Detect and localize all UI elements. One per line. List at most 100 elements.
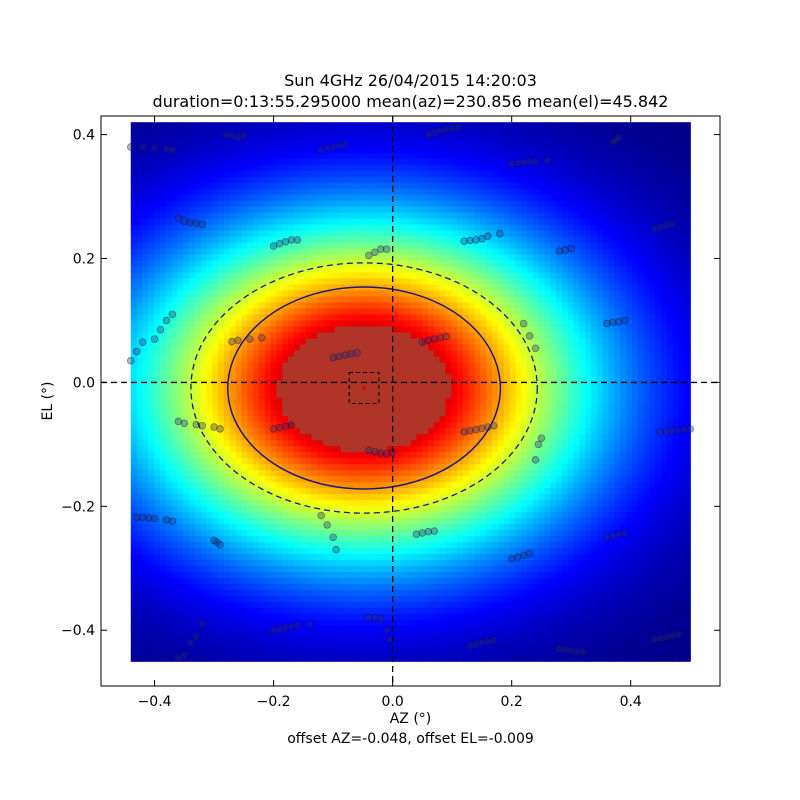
heatmap-cell — [229, 535, 237, 543]
heatmap-cell — [398, 529, 406, 537]
heatmap-cell — [293, 649, 301, 656]
heatmap-cell — [328, 325, 336, 333]
heatmap-cell — [194, 601, 202, 608]
heatmap-cell — [451, 601, 458, 608]
heatmap-cell — [293, 206, 301, 213]
heatmap-cell — [393, 655, 400, 662]
heatmap-cell — [212, 511, 219, 519]
heatmap-cell — [317, 224, 324, 231]
heatmap-cell — [200, 212, 208, 219]
heatmap-cell — [276, 331, 283, 339]
heatmap-cell — [130, 601, 138, 608]
heatmap-cell — [229, 176, 237, 183]
heatmap-cell — [340, 595, 347, 602]
heatmap-cell — [282, 224, 289, 231]
heatmap-cell — [393, 277, 400, 285]
heatmap-cell — [235, 355, 243, 363]
heatmap-cell — [276, 176, 283, 183]
heatmap-cell — [177, 301, 184, 309]
heatmap-cell — [282, 373, 289, 381]
heatmap-cell — [194, 224, 202, 231]
heatmap-cell — [369, 307, 377, 315]
heatmap-cell — [235, 439, 243, 447]
heatmap-cell — [171, 307, 178, 315]
heatmap-cell — [282, 505, 289, 513]
heatmap-cell — [323, 487, 330, 495]
heatmap-cell — [334, 553, 342, 560]
heatmap-cell — [387, 319, 394, 327]
heatmap-cell — [427, 601, 435, 608]
heatmap-cell — [270, 625, 278, 632]
heatmap-cell — [293, 391, 301, 399]
heatmap-cell — [258, 319, 266, 327]
heatmap-cell — [416, 607, 423, 614]
heatmap-cell — [159, 331, 167, 339]
heatmap-cell — [393, 583, 400, 590]
heatmap-cell — [340, 433, 347, 441]
heatmap-cell — [363, 487, 371, 495]
heatmap-cell — [305, 271, 313, 279]
heatmap-cell — [159, 481, 167, 489]
heatmap-cell — [136, 505, 144, 513]
heatmap-cell — [148, 277, 155, 285]
heatmap-cell — [410, 158, 417, 165]
heatmap-cell — [288, 649, 295, 656]
heatmap-cell — [264, 619, 272, 626]
heatmap-cell — [346, 625, 353, 632]
heatmap-cell — [334, 230, 342, 237]
heatmap-cell — [130, 158, 138, 165]
heatmap-cell — [270, 295, 278, 303]
heatmap-cell — [451, 433, 458, 441]
heatmap-cell — [311, 241, 318, 249]
heatmap-cell — [433, 247, 441, 255]
heatmap-cell — [154, 391, 161, 399]
heatmap-cell — [159, 517, 167, 525]
heatmap-cell — [375, 247, 382, 255]
heatmap-cell — [323, 361, 330, 369]
heatmap-cell — [154, 427, 161, 435]
heatmap-cell — [427, 212, 435, 219]
heatmap-cell — [369, 122, 377, 129]
heatmap-cell — [159, 613, 167, 620]
heatmap-cell — [136, 379, 144, 387]
heatmap-cell — [398, 421, 406, 429]
heatmap-cell — [416, 188, 423, 195]
heatmap-cell — [422, 337, 429, 345]
heatmap-cell — [311, 571, 318, 578]
heatmap-cell — [136, 283, 144, 291]
heatmap-cell — [398, 188, 406, 195]
heatmap-cell — [183, 541, 190, 549]
heatmap-cell — [328, 511, 336, 519]
heatmap-cell — [171, 475, 178, 483]
heatmap-cell — [381, 559, 388, 566]
heatmap-cell — [445, 241, 452, 249]
heatmap-cell — [247, 182, 254, 189]
heatmap-cell — [206, 409, 213, 417]
heatmap-cell — [194, 122, 202, 129]
heatmap-cell — [136, 241, 144, 249]
heatmap-cell — [212, 499, 219, 507]
heatmap-cell — [136, 224, 144, 231]
heatmap-cell — [439, 182, 447, 189]
heatmap-cell — [346, 607, 353, 614]
heatmap-cell — [288, 535, 295, 543]
heatmap-cell — [276, 649, 283, 656]
heatmap-cell — [130, 415, 138, 423]
heatmap-cell — [427, 415, 435, 423]
heatmap-cell — [317, 433, 324, 441]
heatmap-cell — [229, 331, 237, 339]
heatmap-cell — [410, 152, 417, 159]
heatmap-cell — [212, 403, 219, 411]
heatmap-cell — [171, 367, 178, 375]
heatmap-cell — [288, 343, 295, 351]
heatmap-cell — [136, 583, 144, 590]
heatmap-cell — [177, 212, 184, 219]
heatmap-cell — [398, 235, 406, 243]
heatmap-cell — [136, 188, 144, 195]
heatmap-cell — [387, 547, 394, 555]
heatmap-cell — [136, 421, 144, 429]
heatmap-cell — [317, 403, 324, 411]
heatmap-cell — [142, 206, 149, 213]
heatmap-cell — [381, 355, 388, 363]
heatmap-cell — [334, 577, 342, 584]
